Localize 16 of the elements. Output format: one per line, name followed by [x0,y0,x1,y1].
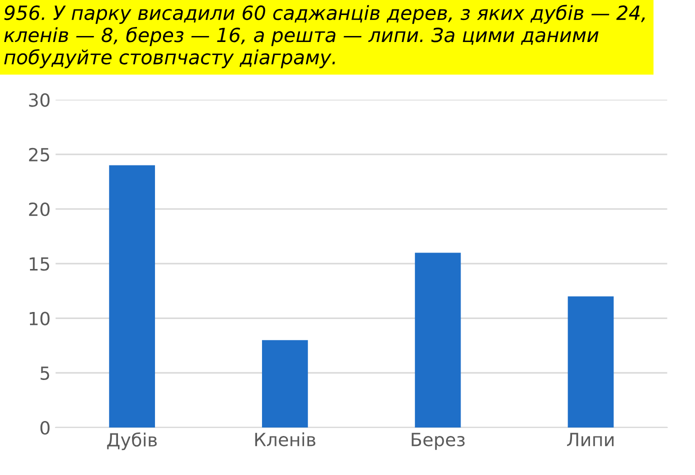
chart-title: 956. У парку висадили 60 саджанців дерев, з яких дубів — 24, кленів — 8, берез — 16, а решта — липи. За цими даними побудуйте стовпчасту діаграму. [4,4,645,68]
bar [414,252,461,428]
y-tick-label: 30 [29,93,50,107]
y-tick-label: 15 [30,257,50,271]
x-tick-label: Берез [412,432,465,450]
x-tick-label: Дубів [107,432,157,450]
y-tick-label: 0 [40,420,50,435]
y-tick-label: 25 [29,148,50,162]
bar [568,296,614,428]
x-tick-label: Кленів [255,432,316,446]
y-tick-label: 20 [29,202,50,216]
bar [109,165,155,428]
x-tick-label: Липи [567,432,614,446]
bar [262,340,308,428]
y-tick-label: 10 [30,312,50,326]
y-tick-label: 5 [40,366,50,380]
